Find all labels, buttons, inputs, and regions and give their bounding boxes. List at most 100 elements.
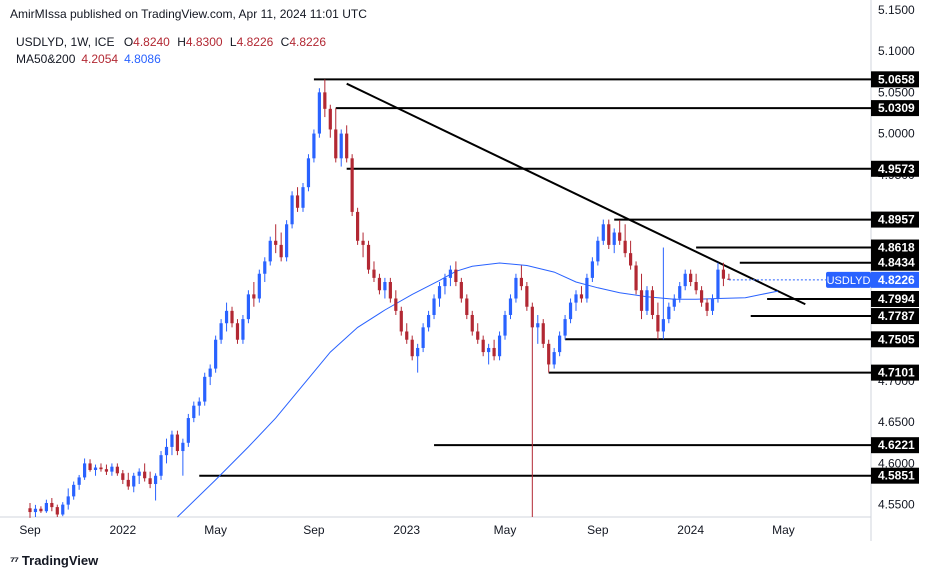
candle-body [716, 269, 720, 299]
ma200-value: 4.8086 [124, 52, 161, 66]
candle-body [410, 339, 414, 357]
trendline[interactable] [346, 82, 806, 306]
candle-body [623, 240, 627, 254]
time-axis[interactable]: Sep 2022 May Sep 2023 May Sep 2024 May [19, 523, 794, 537]
time-tick-label: May [204, 523, 227, 537]
price-label-text: 4.5851 [878, 469, 915, 483]
candle-body [290, 195, 294, 225]
candle [689, 269, 693, 287]
candle-body [454, 269, 458, 282]
candle-body [705, 302, 709, 311]
candle-body [672, 298, 676, 307]
low-label: L [229, 35, 237, 49]
candle [650, 286, 655, 320]
candle [645, 286, 649, 315]
candle-body [268, 240, 272, 262]
candle-body [629, 253, 633, 266]
candle [383, 277, 387, 299]
candle [328, 104, 332, 138]
candle [350, 154, 354, 217]
candle-body [55, 507, 59, 515]
candle-body [661, 319, 665, 332]
candle [372, 261, 376, 282]
candle [39, 506, 43, 513]
high-label: H [177, 35, 186, 49]
price-label-text: 4.8957 [878, 213, 915, 227]
candle [607, 219, 611, 250]
candle [497, 331, 502, 361]
candle-body [181, 442, 185, 452]
price-tick-label: 5.1000 [878, 44, 915, 58]
candle [186, 413, 190, 447]
candle-body [465, 298, 469, 315]
candle-body [143, 471, 147, 479]
price-label-box [871, 308, 919, 325]
candle-body [132, 475, 136, 487]
candle [492, 339, 496, 361]
candle [678, 282, 682, 303]
candle-body [437, 286, 442, 299]
candle-body [44, 502, 48, 512]
candle-body [579, 294, 584, 299]
candle-body [175, 434, 180, 452]
candle-body [596, 240, 600, 262]
candle-body [590, 261, 594, 278]
symbol-legend: USDLYD, 1W, ICE O4.8240 H4.8300 L4.8226 … [16, 35, 330, 49]
price-label-box [871, 100, 919, 117]
candle [585, 273, 589, 303]
candle-body [558, 335, 562, 353]
candle-body [350, 158, 354, 212]
candle-body [110, 466, 114, 472]
close-value: 4.8226 [289, 35, 327, 49]
candle-body [667, 306, 671, 320]
candle-body [639, 290, 644, 311]
candle [710, 294, 715, 315]
candle-body [334, 129, 338, 159]
candle-body [170, 434, 174, 447]
candle-body [72, 484, 76, 497]
ma-line [177, 262, 779, 518]
candle [50, 498, 54, 512]
candle-body [432, 298, 436, 315]
candle-body [88, 463, 92, 470]
candle [224, 302, 229, 332]
tradingview-footer[interactable]: ⁷⁷ TradingView [10, 553, 98, 568]
candle-body [66, 496, 70, 505]
candle-body [137, 471, 141, 476]
candle [410, 335, 414, 361]
candle [487, 343, 491, 365]
candle [514, 273, 518, 303]
trendline-layer [346, 82, 806, 306]
candle [175, 430, 180, 456]
candle-body [148, 478, 152, 485]
candle [481, 335, 485, 357]
candle [465, 294, 469, 320]
price-label-box [871, 211, 919, 228]
tradingview-logo-icon: ⁷⁷ [10, 553, 19, 568]
candle-body [547, 343, 551, 365]
candle-body [295, 195, 300, 208]
candle [44, 499, 48, 513]
candle [323, 79, 327, 118]
price-label-box [871, 239, 919, 256]
candle [443, 273, 447, 295]
candle-body [476, 331, 480, 340]
candle [66, 488, 70, 510]
price-label-text: 4.9573 [878, 162, 915, 176]
candle-body [356, 211, 360, 241]
candle [552, 347, 556, 369]
candle-body [77, 477, 81, 485]
candle-body [121, 473, 125, 480]
symbol-tag-box [826, 271, 871, 288]
candle [705, 298, 709, 317]
candle-body [689, 273, 693, 282]
price-tick-label: 4.6000 [878, 456, 915, 470]
candle-body [50, 502, 54, 508]
candle [312, 129, 316, 163]
candle [143, 463, 147, 482]
time-tick-label: 2024 [677, 523, 704, 537]
candle [416, 343, 420, 373]
candle [28, 502, 32, 518]
